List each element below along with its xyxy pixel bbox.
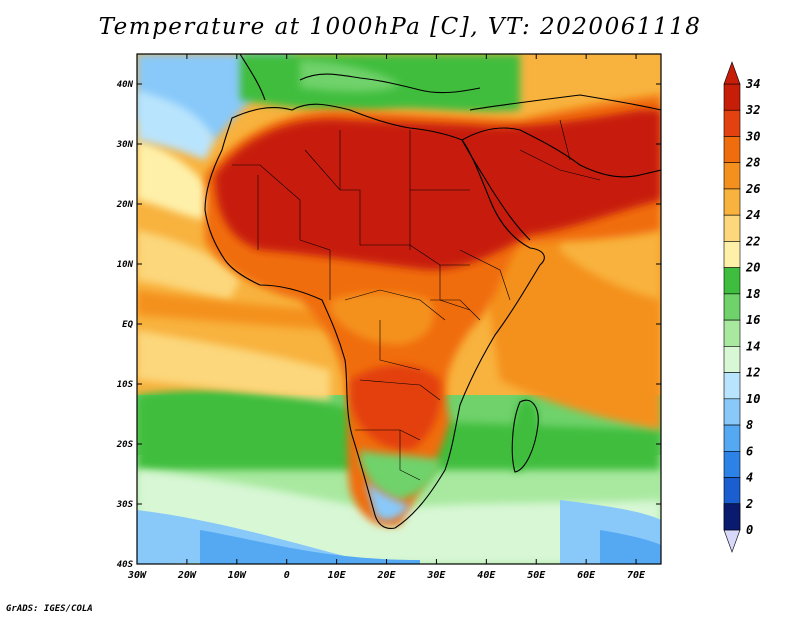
lon-tick-label: 10E: [328, 570, 347, 581]
country-borders: [232, 119, 601, 481]
colorbar-label: 4: [746, 471, 753, 485]
colorbar-segment: [723, 346, 741, 373]
coastline: [137, 54, 661, 529]
plot-frame: [136, 53, 662, 565]
colorbar-segment: [723, 319, 741, 347]
lat-tick-label: 40N: [117, 80, 134, 90]
colorbar-label: 22: [745, 234, 760, 248]
colorbar-segment: [723, 188, 741, 216]
lat-tick-label: 40S: [117, 560, 134, 570]
colorbar-segment: [723, 83, 741, 111]
colorbar-label: 30: [745, 129, 760, 143]
lat-tick-label: 10S: [117, 380, 134, 390]
colorbar-segment: [723, 136, 741, 164]
colorbar-label: 10: [746, 392, 760, 406]
colorbar-label: 34: [745, 77, 760, 91]
colorbar-segment: [723, 214, 741, 242]
colorbar-label: 12: [746, 366, 760, 380]
colorbar-label: 14: [746, 339, 760, 353]
colorbar-segment: [723, 267, 741, 295]
colorbar-label: 0: [746, 523, 753, 537]
map-title: Temperature at 1000hPa [C], VT: 20200611…: [98, 14, 702, 40]
lon-tick-label: 60E: [577, 570, 596, 581]
colorbar-segment: [723, 241, 741, 268]
colorbar-label: 20: [745, 261, 760, 275]
colorbar-label: 16: [746, 313, 760, 327]
colorbar-label: 18: [746, 287, 760, 301]
temperature-field: [137, 54, 661, 564]
colorbar-segment: [723, 398, 741, 426]
lon-tick-label: 0: [284, 570, 290, 581]
colorbar-over-arrow: [723, 61, 741, 85]
colorbar-label: 26: [745, 182, 760, 196]
colorbar-segment: [723, 293, 741, 321]
colorbar-label: 8: [746, 418, 753, 432]
colorbar-segment: [723, 450, 741, 478]
lon-tick-label: 20W: [177, 570, 197, 581]
longitude-axis: 30W 20W 10W 0 10E 20E 30E 40E 50E 60E 70E: [127, 54, 646, 581]
colorbar-label: 24: [745, 208, 760, 222]
colorbar-segment: [723, 109, 741, 137]
colorbar-segment: [723, 162, 741, 190]
lon-tick-label: 20E: [376, 570, 396, 581]
colorbar-segment: [723, 372, 741, 400]
colorbar-label: 6: [746, 444, 753, 458]
grads-credit: GrADS: IGES/COLA: [6, 604, 93, 614]
lat-tick-label: 20S: [116, 440, 134, 450]
colorbar-segment: [723, 503, 741, 531]
lat-tick-label: 10N: [117, 260, 134, 270]
lat-tick-label: EQ: [122, 320, 133, 330]
colorbar-under-arrow: [723, 529, 741, 553]
latitude-axis: 40N 30N 20N 10N EQ 10S 20S 30S 40S: [116, 80, 661, 570]
colorbar-label: 2: [745, 497, 753, 511]
lat-tick-label: 30N: [116, 140, 134, 150]
lon-tick-label: 70E: [627, 570, 646, 581]
lon-tick-label: 30E: [426, 570, 446, 581]
lon-tick-label: 10W: [228, 570, 247, 581]
colorbar-segment: [723, 477, 741, 505]
lon-tick-label: 30W: [127, 570, 147, 581]
colorbar-label: 32: [745, 103, 760, 117]
lon-tick-label: 40E: [477, 570, 496, 581]
colorbar-label: 28: [745, 156, 760, 170]
lat-tick-label: 30S: [116, 500, 134, 510]
lat-tick-label: 20N: [116, 200, 134, 210]
lon-tick-label: 50E: [527, 570, 546, 581]
colorbar-segment: [723, 424, 741, 452]
